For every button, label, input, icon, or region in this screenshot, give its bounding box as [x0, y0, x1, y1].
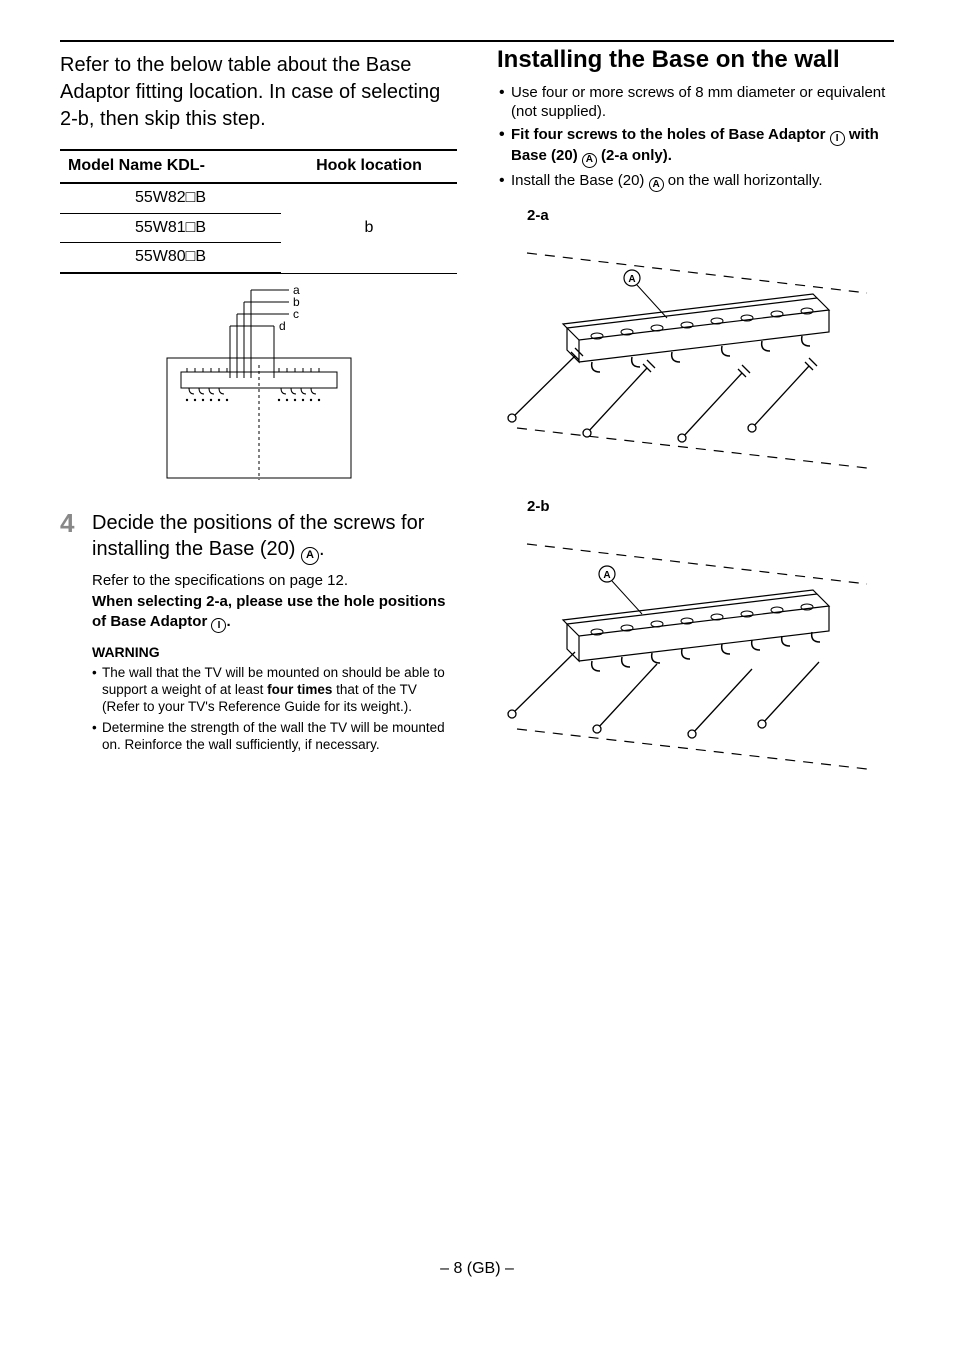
model-cell: 55W80B — [60, 243, 281, 273]
circled-i-icon: I — [830, 131, 845, 146]
step-4: 4 Decide the positions of the screws for… — [60, 510, 457, 758]
warning-heading: WARNING — [92, 643, 457, 661]
intro-text: Refer to the below table about the Base … — [60, 52, 457, 133]
hook-table: Model Name KDL- Hook location 55W82B b 5… — [60, 149, 457, 274]
warning-item: Determine the strength of the wall the T… — [92, 720, 457, 754]
circled-a-icon: A — [649, 177, 664, 192]
right-column: Installing the Base on the wall Use four… — [497, 52, 894, 1240]
bracket-position-diagram: a b c d — [129, 280, 389, 490]
left-column: Refer to the below table about the Base … — [60, 52, 457, 1240]
step-number: 4 — [60, 510, 82, 758]
step-title: Decide the positions of the screws for i… — [92, 510, 457, 565]
bullet-item: Fit four screws to the holes of Base Ada… — [497, 125, 894, 168]
figure-2b-label: 2-b — [527, 497, 894, 517]
figure-marker-a: A — [628, 274, 635, 285]
model-cell: 55W81B — [60, 213, 281, 243]
step-body: Decide the positions of the screws for i… — [92, 510, 457, 758]
step-bold-note: When selecting 2-a, please use the hole … — [92, 592, 457, 633]
circled-a-icon: A — [582, 153, 597, 168]
circled-i-icon: I — [211, 618, 226, 633]
section-heading: Installing the Base on the wall — [497, 40, 894, 75]
bullet-item: Use four or more screws of 8 mm diameter… — [497, 83, 894, 122]
table-row: 55W82B b — [60, 183, 457, 213]
section-bullets: Use four or more screws of 8 mm diameter… — [497, 83, 894, 193]
page-number: – 8 (GB) – — [60, 1259, 894, 1280]
warning-list: The wall that the TV will be mounted on … — [92, 665, 457, 753]
diagram-label-c: c — [293, 307, 299, 321]
circled-a-icon: A — [301, 547, 319, 565]
figure-marker-a: A — [603, 570, 610, 581]
hook-table-header-location: Hook location — [281, 150, 457, 183]
model-cell: 55W82B — [60, 183, 281, 213]
hook-value-cell: b — [281, 183, 457, 273]
figure-2a-label: 2-a — [527, 206, 894, 226]
page: Refer to the below table about the Base … — [60, 40, 894, 1240]
figure-2b: A — [497, 519, 894, 785]
diagram-label-d: d — [279, 319, 286, 333]
warning-item: The wall that the TV will be mounted on … — [92, 665, 457, 716]
bullet-item: Install the Base (20) A on the wall hori… — [497, 171, 894, 193]
step-refer: Refer to the specifications on page 12. — [92, 571, 457, 591]
figure-2a: A — [497, 228, 894, 484]
hook-table-header-model: Model Name KDL- — [60, 150, 281, 183]
